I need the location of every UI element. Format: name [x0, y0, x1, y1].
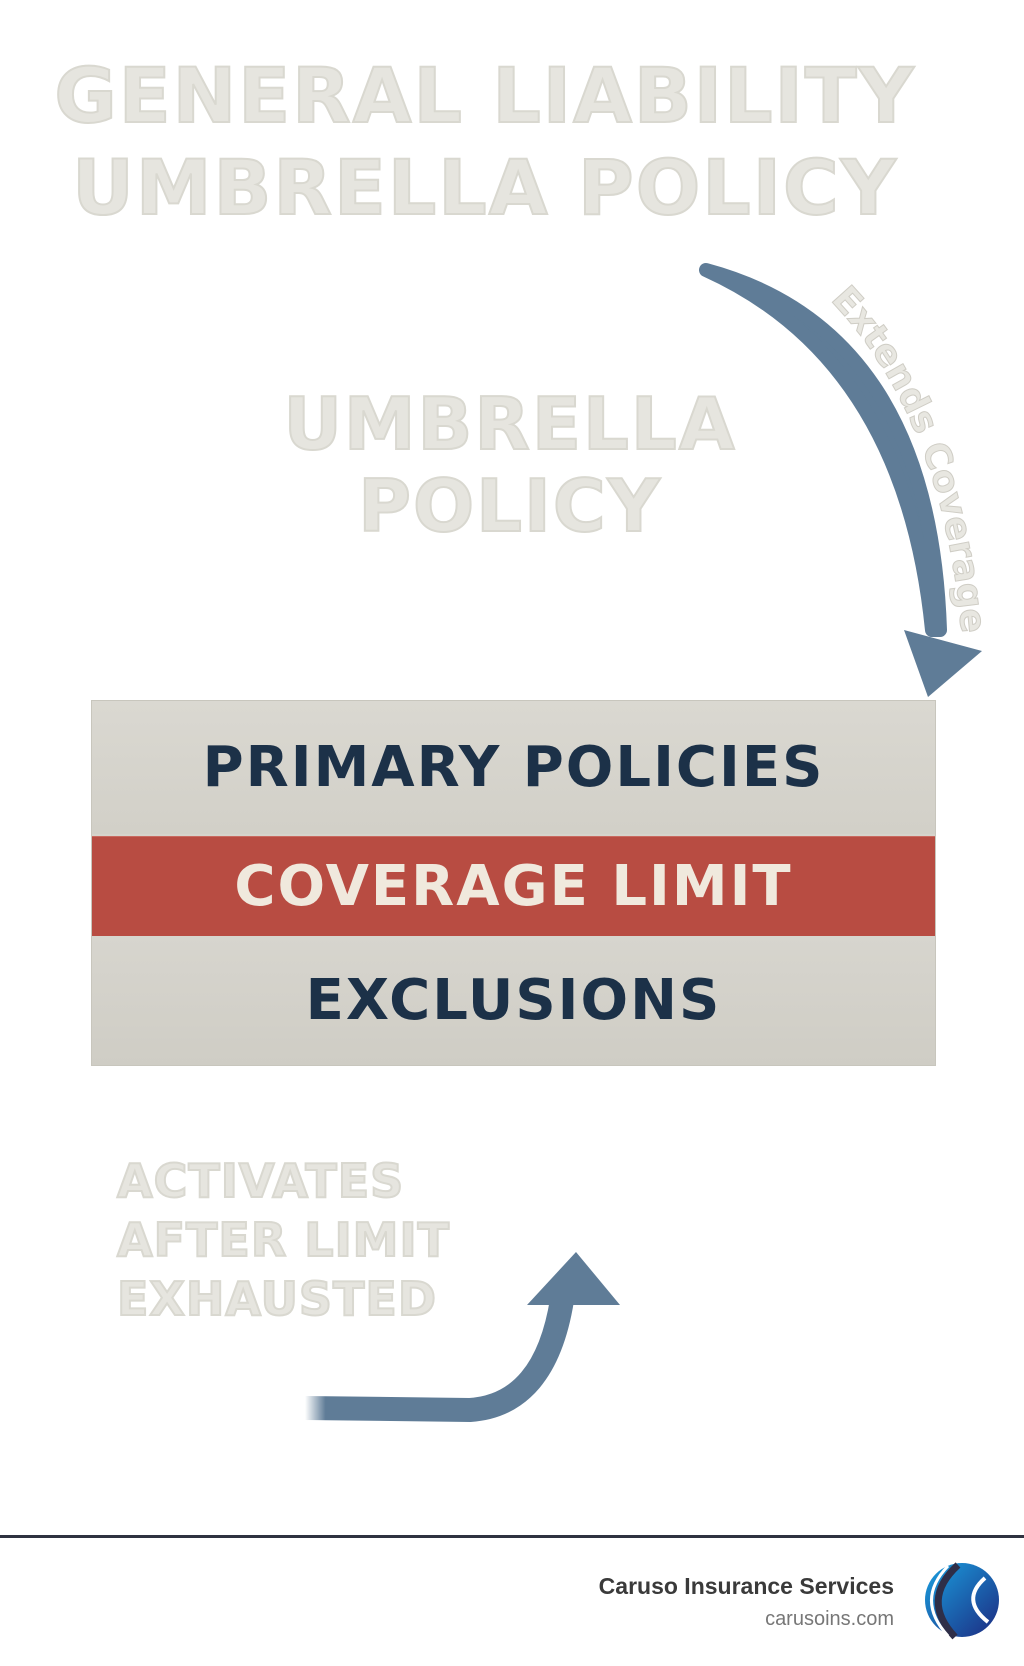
umbrella-policy-label: UMBRELLA POLICY — [260, 382, 760, 552]
primary-policies-row: PRIMARY POLICIES — [92, 701, 935, 834]
activates-line-1: ACTIVATES — [116, 1154, 405, 1208]
umbrella-line-1: UMBRELLA — [282, 382, 737, 466]
website-link[interactable]: carusoins.com — [765, 1608, 894, 1630]
extends-coverage-arrow: Extends Coverage — [699, 263, 994, 697]
activates-line-2: AFTER LIMIT — [116, 1213, 450, 1267]
activates-arrow — [304, 1252, 620, 1423]
footer-divider — [0, 1535, 1024, 1538]
page-title: GENERAL LIABILITY UMBRELLA POLICY — [0, 51, 970, 242]
activates-label: ACTIVATES AFTER LIMIT EXHAUSTED — [116, 1154, 450, 1335]
exclusions-row: EXCLUSIONS — [92, 936, 935, 1065]
company-name: Caruso Insurance Services — [598, 1573, 894, 1599]
coverage-limit-row: COVERAGE LIMIT — [92, 836, 935, 937]
policy-stack: PRIMARY POLICIES COVERAGE LIMIT EXCLUSIO… — [91, 700, 936, 1066]
title-line-1: GENERAL LIABILITY — [53, 51, 916, 140]
activates-line-3: EXHAUSTED — [116, 1272, 438, 1326]
title-line-2: UMBRELLA POLICY — [71, 143, 898, 232]
umbrella-line-2: POLICY — [357, 464, 662, 548]
